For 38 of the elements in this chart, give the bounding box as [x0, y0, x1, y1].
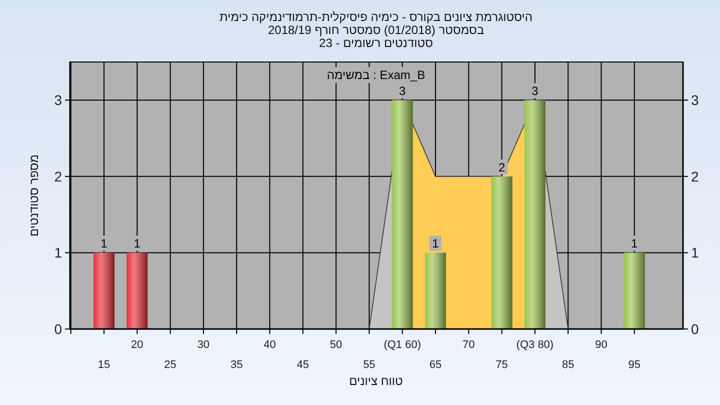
data-label: 1	[631, 236, 638, 251]
x-tick-label: 95	[628, 359, 641, 371]
x-tick-label: 30	[197, 339, 210, 351]
x-axis-title: טווח ציונים	[349, 374, 404, 388]
x-tick-label: 35	[230, 359, 243, 371]
data-label: 1	[432, 236, 440, 251]
x-tick-label: 65	[429, 359, 442, 371]
data-label: 2	[498, 160, 506, 174]
x-tick-label: 90	[595, 339, 608, 351]
y-tick-label: 0	[54, 321, 62, 337]
x-tick-label: 15	[98, 359, 110, 371]
x-tick-label: 45	[296, 359, 310, 371]
x-tick-label: 55	[363, 359, 376, 371]
y2-tick-label: 2	[691, 168, 699, 184]
data-label: 3	[399, 84, 406, 98]
y2-tick-label: 3	[691, 92, 699, 108]
chart-title: היסטוגרמת ציונים בקורס - כימיה פיסיקלית-תרמודינמיקה כימית	[220, 10, 532, 24]
y2-tick-label: 0	[691, 321, 699, 337]
annotation: במשימה : Exam_B	[326, 68, 426, 82]
data-label: 1	[134, 236, 141, 251]
x-tick-label: 85	[562, 359, 574, 371]
text: סטודנטים רשומים - 23	[319, 36, 434, 50]
y-tick-label: 1	[54, 244, 62, 261]
chart-subtitle: בסמסטר (01/2018) סמסטר חורף 2018/19	[268, 23, 484, 37]
x-tick-label: 70	[462, 339, 475, 351]
y-tick-label: 2	[54, 168, 62, 184]
x-tick-label: 40	[264, 339, 276, 351]
y2-tick-label: 1	[691, 244, 699, 261]
x-tick-label: (Q1 60)	[384, 339, 421, 351]
x-tick-label: (Q3 80)	[516, 339, 554, 351]
x-tick-label: 75	[496, 359, 508, 371]
y-tick-label: 3	[54, 92, 62, 108]
data-label: 3	[532, 84, 539, 98]
data-label: 1	[100, 236, 108, 251]
x-tick-label: 50	[330, 339, 342, 351]
x-tick-label: 25	[164, 359, 176, 371]
y-axis-title: מספר סטודנטים	[27, 154, 41, 237]
x-tick-label: 20	[131, 339, 144, 351]
